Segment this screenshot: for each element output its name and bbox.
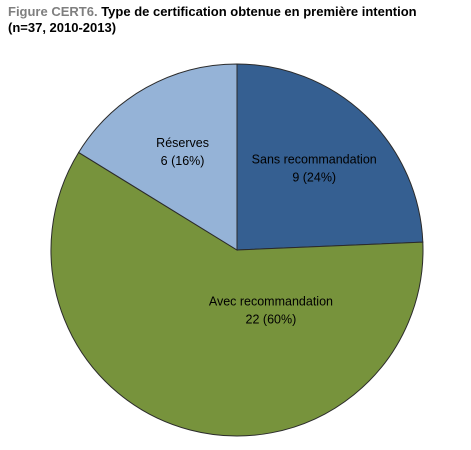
- pie-slice: [50, 151, 424, 437]
- slice-category-label: Réserves: [156, 136, 209, 150]
- slice-value-label: 22 (60%): [246, 312, 297, 326]
- pie-slice: [236, 63, 424, 251]
- figure-label: Figure CERT6.: [8, 4, 98, 19]
- slice-value-label: 6 (16%): [161, 154, 205, 168]
- chart-title: Type de certification obtenue en premièr…: [8, 4, 417, 35]
- slice-category-label: Avec recommandation: [209, 294, 333, 308]
- chart-title-block: Figure CERT6. Type de certification obte…: [8, 4, 438, 36]
- pie-slice: [77, 63, 238, 251]
- slice-value-label: 9 (24%): [292, 171, 336, 185]
- slice-category-label: Sans recommandation: [252, 153, 377, 167]
